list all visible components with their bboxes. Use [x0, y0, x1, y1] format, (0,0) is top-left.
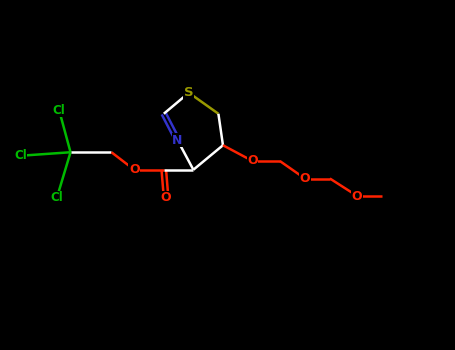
- Text: Cl: Cl: [51, 191, 63, 204]
- Text: S: S: [184, 86, 194, 99]
- Text: Cl: Cl: [14, 149, 27, 162]
- Text: O: O: [299, 172, 310, 185]
- Text: O: O: [352, 189, 363, 203]
- Text: Cl: Cl: [53, 104, 66, 117]
- Text: O: O: [129, 163, 140, 176]
- Text: O: O: [247, 154, 258, 168]
- Text: N: N: [172, 133, 182, 147]
- Text: O: O: [161, 191, 172, 204]
